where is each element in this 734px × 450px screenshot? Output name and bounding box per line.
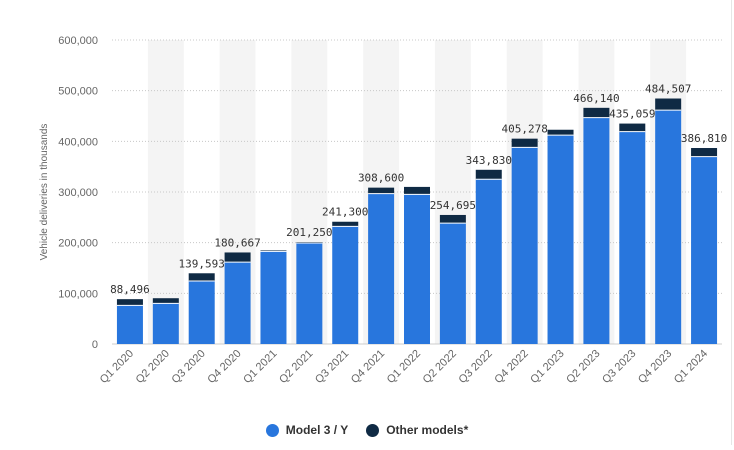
bar-model-3-y: [224, 262, 251, 344]
bar-other-models: [439, 214, 466, 224]
bar-other-models: [583, 107, 610, 118]
x-tick-label: Q1 2022: [385, 348, 423, 386]
x-tick-label: Q1 2020: [98, 348, 136, 386]
y-tick-label: 400,000: [58, 136, 98, 148]
y-tick-label: 100,000: [58, 288, 98, 300]
bar-other-models: [655, 98, 682, 111]
bar-model-3-y: [188, 281, 215, 344]
bar-other-models: [511, 138, 538, 148]
x-tick-label: Q3 2020: [169, 348, 207, 386]
data-label: 308,600: [358, 172, 404, 185]
legend-label-other-models: Other models*: [386, 423, 469, 437]
bar-model-3-y: [116, 305, 143, 344]
data-label: 201,250: [286, 226, 332, 239]
bar-model-3-y: [691, 156, 718, 344]
x-tick-label: Q3 2022: [457, 348, 495, 386]
bar-model-3-y: [260, 251, 287, 344]
bar-model-3-y: [296, 242, 323, 344]
bar-model-3-y: [511, 147, 538, 344]
x-tick-label: Q2 2021: [277, 348, 315, 386]
frame-edge: [731, 0, 732, 445]
x-tick-label: Q2 2020: [134, 348, 172, 386]
y-tick-label: 200,000: [58, 238, 98, 250]
data-label: 254,695: [430, 199, 476, 212]
bar-other-models: [224, 252, 251, 263]
bar-model-3-y: [368, 193, 395, 344]
bar-model-3-y: [152, 303, 179, 344]
data-label: 241,300: [322, 206, 368, 219]
legend-item-other-models[interactable]: Other models*: [366, 423, 468, 437]
data-label: 139,593: [179, 257, 225, 270]
x-tick-label: Q3 2021: [313, 348, 351, 386]
bar-model-3-y: [439, 223, 466, 344]
legend-swatch-model-3-y: [265, 423, 279, 437]
bar-model-3-y: [332, 226, 359, 344]
x-tick-label: Q3 2023: [600, 348, 638, 386]
y-axis-title: Vehicle deliveries in thousands: [39, 124, 50, 261]
legend-swatch-other-models: [366, 423, 380, 437]
bar-other-models: [619, 123, 646, 132]
bar-other-models: [332, 221, 359, 227]
bar-other-models: [368, 187, 395, 194]
bar-other-models: [547, 129, 574, 136]
bar-other-models: [475, 169, 502, 180]
y-tick-label: 500,000: [58, 86, 98, 98]
bar-other-models: [188, 273, 215, 282]
x-tick-label: Q4 2023: [636, 348, 674, 386]
bar-other-models: [116, 299, 143, 306]
legend-item-model-3-y[interactable]: Model 3 / Y: [265, 423, 349, 437]
bar-model-3-y: [655, 110, 682, 344]
y-tick-label: 300,000: [58, 187, 98, 199]
legend-label-model-3-y: Model 3 / Y: [285, 423, 349, 437]
bar-model-3-y: [404, 194, 430, 344]
data-label: 405,278: [501, 123, 547, 136]
chart-legend: Model 3 / Y Other models*: [0, 423, 734, 437]
bar-other-models: [404, 186, 430, 195]
x-tick-label: Q1 2023: [528, 348, 566, 386]
x-tick-label: Q2 2023: [564, 348, 602, 386]
data-label: 88,496: [110, 283, 150, 296]
bar-model-3-y: [547, 135, 574, 344]
bar-model-3-y: [619, 131, 646, 344]
bar-other-models: [152, 298, 179, 304]
data-label: 343,830: [466, 154, 512, 167]
data-label: 484,507: [645, 83, 691, 96]
x-tick-label: Q4 2022: [492, 348, 530, 386]
data-label: 386,810: [681, 132, 727, 145]
bar-other-models: [260, 250, 287, 252]
data-label: 180,667: [214, 236, 260, 249]
y-tick-label: 0: [92, 339, 98, 351]
background-band: [147, 40, 184, 344]
bar-other-models: [691, 148, 718, 157]
data-label: 435,059: [609, 108, 655, 121]
x-tick-label: Q1 2024: [672, 348, 710, 386]
y-tick-label: 600,000: [58, 35, 98, 47]
x-tick-label: Q1 2021: [241, 348, 279, 386]
x-tick-label: Q2 2022: [421, 348, 459, 386]
bar-model-3-y: [583, 117, 610, 344]
data-label: 466,140: [573, 92, 619, 105]
x-tick-label: Q4 2021: [349, 348, 387, 386]
bar-model-3-y: [475, 179, 502, 344]
x-tick-label: Q4 2020: [205, 348, 243, 386]
